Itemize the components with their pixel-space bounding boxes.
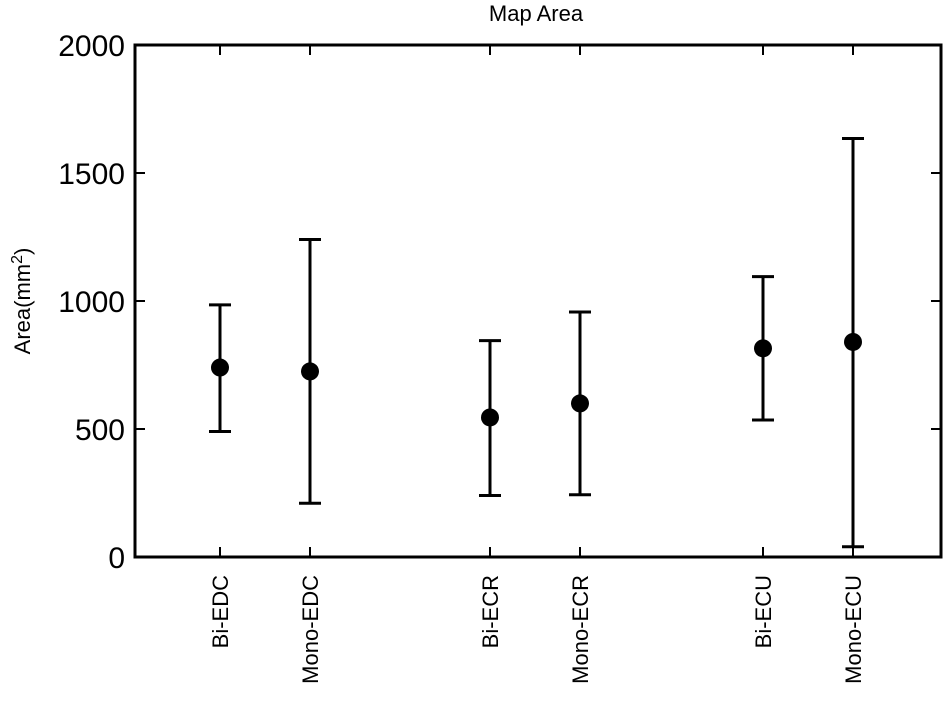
x-tick-labels: Bi-EDC Mono-EDC Bi-ECR Mono-ECR Bi-ECU Mono-E… xyxy=(208,575,866,684)
y-tick-label-4: 2000 xyxy=(58,30,125,63)
x-tick-label-5: Mono-ECU xyxy=(841,575,866,684)
y-axis-label-main: Area(mm xyxy=(10,264,35,354)
x-tick-label-3: Mono-ECR xyxy=(568,575,593,684)
markers xyxy=(211,332,862,427)
y-axis-label-suffix: ) xyxy=(10,248,35,255)
data-point-1 xyxy=(301,362,319,381)
y-tick-label-3: 1500 xyxy=(58,158,125,191)
svg-text:Area(mm2): Area(mm2) xyxy=(9,248,36,355)
y-tick-label-1: 500 xyxy=(75,414,125,447)
y-axis-label: Area(mm2) xyxy=(9,248,36,355)
x-ticks xyxy=(219,45,854,557)
data-point-0 xyxy=(211,358,229,377)
y-axis-label-superscript: 2 xyxy=(9,255,26,264)
y-tick-label-2: 1000 xyxy=(58,286,125,319)
x-tick-label-4: Bi-ECU xyxy=(751,575,776,648)
y-ticks: 0 500 1000 1500 2000 xyxy=(58,30,941,575)
x-tick-label-2: Bi-ECR xyxy=(478,575,503,648)
data-point-3 xyxy=(571,394,589,413)
y-tick-label-0: 0 xyxy=(108,542,125,575)
x-tick-label-0: Bi-EDC xyxy=(208,575,233,648)
chart-title: Map Area xyxy=(489,1,584,26)
data-point-5 xyxy=(844,332,862,351)
plot-area-frame xyxy=(133,43,943,559)
data-point-4 xyxy=(754,339,772,358)
data-point-2 xyxy=(481,408,499,427)
x-tick-label-1: Mono-EDC xyxy=(298,575,323,684)
